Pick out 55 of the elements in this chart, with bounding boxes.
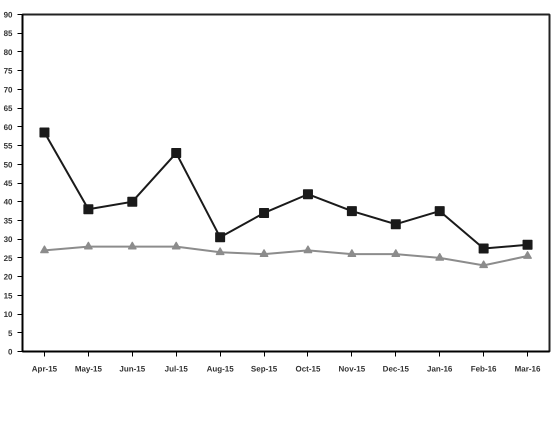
y-tick-label: 45	[4, 179, 14, 188]
point	[40, 245, 49, 254]
point	[347, 249, 356, 257]
x-tick-label: Dec-15	[382, 364, 410, 374]
point	[346, 206, 357, 216]
point	[302, 189, 313, 200]
y-tick-label: 90	[4, 10, 14, 20]
x-tick-label: Jul-15	[164, 364, 188, 374]
x-tick-label: Apr-15	[32, 364, 58, 374]
y-tick-label: 85	[4, 29, 14, 38]
y-tick-label: 60	[4, 122, 14, 132]
point	[215, 232, 226, 242]
point	[390, 219, 401, 230]
point	[479, 260, 488, 268]
point	[435, 252, 444, 261]
y-tick-label: 80	[4, 48, 14, 57]
point	[522, 240, 533, 250]
y-tick-label: 50	[4, 160, 14, 170]
y-tick-label: 65	[4, 104, 14, 114]
y-tick-label: 55	[4, 142, 14, 151]
point	[434, 206, 445, 216]
point	[127, 196, 138, 207]
point	[128, 242, 137, 250]
point	[216, 247, 225, 256]
y-tick-label: 75	[4, 66, 14, 76]
x-tick-label: May-15	[74, 364, 102, 374]
x-tick-label: Oct-15	[296, 364, 321, 374]
x-tick-label: Mar-16	[514, 364, 541, 374]
point	[523, 250, 532, 259]
x-tick-label: Jan-16	[427, 364, 453, 374]
x-tick-label: Aug-15	[206, 364, 234, 374]
y-tick-label: 20	[4, 272, 14, 282]
y-tick-label: 25	[4, 254, 14, 263]
y-tick-label: 40	[4, 198, 14, 207]
point	[84, 242, 93, 250]
x-tick-label: Sep-15	[250, 364, 278, 374]
point	[478, 244, 489, 254]
y-tick-label: 10	[4, 310, 14, 320]
point	[171, 148, 182, 158]
point	[83, 204, 94, 214]
point	[303, 245, 312, 254]
point	[39, 127, 50, 138]
y-tick-label: 35	[4, 216, 14, 226]
x-tick-label: Nov-15	[338, 364, 366, 374]
point	[259, 208, 270, 218]
y-tick-label: 0	[8, 348, 14, 356]
x-tick-label: Jun-15	[119, 364, 146, 374]
point	[391, 249, 400, 257]
y-tick-label: 5	[8, 328, 14, 338]
point	[172, 242, 181, 250]
y-tick-label: 15	[4, 291, 14, 300]
y-tick-label: 30	[4, 235, 14, 244]
x-tick-label: Feb-16	[470, 364, 498, 374]
y-tick-label: 70	[4, 85, 14, 94]
point	[260, 249, 269, 257]
